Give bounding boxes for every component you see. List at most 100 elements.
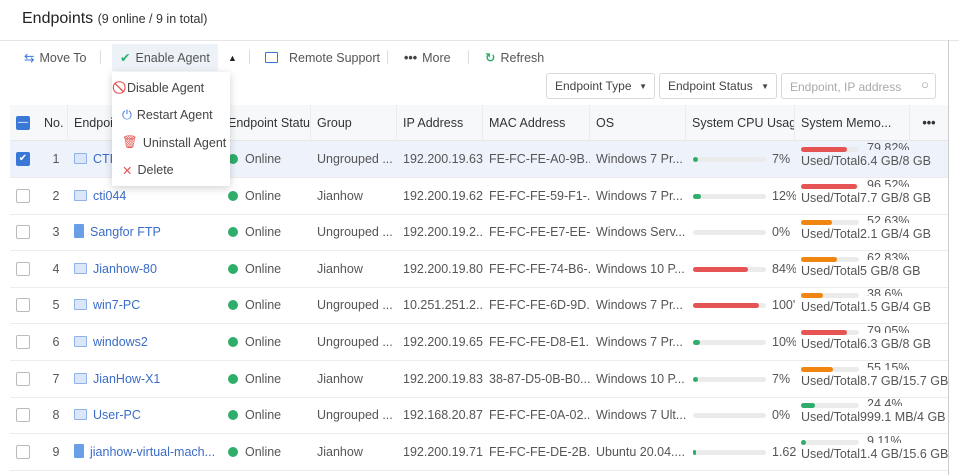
online-status-dot bbox=[228, 446, 238, 457]
row-checkbox[interactable] bbox=[16, 261, 30, 276]
cpu-usage-text: 1.62 bbox=[772, 444, 796, 459]
cpu-usage-fill bbox=[693, 449, 696, 455]
table-row[interactable]: 9 jianhow-virtual-mach... Online Jianhow… bbox=[10, 434, 948, 471]
memory-usage-bar bbox=[801, 220, 859, 226]
menu-label: Uninstall Agent bbox=[142, 135, 227, 150]
menu-label: Restart Agent bbox=[136, 108, 213, 123]
group-cell: Ungrouped ... bbox=[317, 298, 393, 313]
menu-item-restart-agent[interactable]: ⏻ Restart Agent bbox=[112, 102, 230, 130]
remote-support-button[interactable]: Remote Support bbox=[257, 44, 388, 71]
header-endpoint-status[interactable]: Endpoint Status bbox=[222, 105, 311, 141]
endpoint-name-link[interactable]: CTI- bbox=[93, 152, 118, 166]
divider bbox=[0, 40, 959, 41]
endpoint-name-link[interactable]: jianhow-virtual-mach... bbox=[90, 444, 216, 459]
cpu-usage-text: 7% bbox=[772, 371, 791, 386]
ip-cell: 192.200.19.62 bbox=[403, 188, 483, 203]
online-status-dot bbox=[228, 263, 238, 274]
endpoint-name-link[interactable]: Jianhow-80 bbox=[93, 261, 157, 276]
menu-item-uninstall-agent[interactable]: 🗑 Uninstall Agent bbox=[112, 129, 230, 157]
header-memory[interactable]: System Memo... bbox=[795, 105, 910, 141]
memory-usage-fill bbox=[801, 403, 816, 409]
monitor-icon bbox=[265, 52, 278, 63]
row-checkbox[interactable] bbox=[16, 444, 30, 459]
mac-cell: FE-FC-FE-A0-9B... bbox=[489, 152, 590, 166]
computer-icon bbox=[74, 336, 87, 347]
memory-usage-bar bbox=[801, 439, 859, 445]
refresh-icon: ↻ bbox=[485, 51, 496, 65]
memory-used-total: Used/Total6.3 GB/8 GB bbox=[801, 337, 931, 351]
endpoint-type-select[interactable]: Endpoint Type ▼ bbox=[546, 73, 655, 99]
memory-usage-fill bbox=[801, 366, 833, 372]
row-checkbox[interactable] bbox=[16, 335, 30, 349]
endpoint-status-label: Endpoint Status bbox=[668, 79, 753, 93]
endpoint-name-link[interactable]: User-PC bbox=[93, 408, 141, 423]
ip-cell: 10.251.251.2... bbox=[403, 298, 483, 313]
ip-cell: 192.200.19.65 bbox=[403, 335, 483, 349]
row-checkbox[interactable]: ✔ bbox=[16, 152, 30, 166]
table-row[interactable]: 2 cti044 Online Jianhow 192.200.19.62 FE… bbox=[10, 178, 948, 215]
cpu-usage-fill bbox=[693, 193, 701, 199]
row-checkbox[interactable] bbox=[16, 408, 30, 423]
header-mac-address[interactable]: MAC Address bbox=[483, 105, 590, 141]
row-checkbox[interactable] bbox=[16, 298, 30, 313]
table-row[interactable]: 7 JianHow-X1 Online Jianhow 192.200.19.8… bbox=[10, 361, 948, 398]
enable-agent-dropdown: ⃠Disable Agent ⏻ Restart Agent 🗑 Uninstall… bbox=[112, 72, 230, 186]
table-row[interactable]: 5 win7-PC Online Ungrouped ... 10.251.25… bbox=[10, 287, 948, 325]
cpu-usage-fill bbox=[693, 340, 700, 345]
cpu-usage-text: 0% bbox=[772, 408, 791, 423]
endpoint-status-select[interactable]: Endpoint Status ▼ bbox=[659, 73, 777, 99]
select-all-checkbox[interactable]: — bbox=[16, 116, 30, 130]
menu-item-disable-agent[interactable]: ⃠Disable Agent bbox=[112, 74, 230, 102]
header-ip-address[interactable]: IP Address bbox=[397, 105, 483, 141]
endpoint-cell: JianHow-X1 bbox=[68, 361, 222, 397]
search-input[interactable]: Endpoint, IP address ○ bbox=[781, 73, 936, 99]
row-number: 8 bbox=[52, 408, 60, 423]
status-text: Online bbox=[245, 188, 282, 203]
group-cell: Jianhow bbox=[317, 261, 363, 276]
status-cell: Online bbox=[222, 178, 311, 214]
endpoint-name-link[interactable]: win7-PC bbox=[93, 298, 141, 313]
endpoint-name-link[interactable]: windows2 bbox=[93, 335, 148, 349]
table-row[interactable]: 3 Sangfor FTP Online Ungrouped ... 192.2… bbox=[10, 214, 948, 252]
table-row[interactable]: 6 windows2 Online Ungrouped ... 192.200.… bbox=[10, 324, 948, 361]
status-cell: Online bbox=[222, 397, 311, 433]
title-text: Endpoints bbox=[22, 10, 94, 27]
row-checkbox[interactable] bbox=[16, 371, 30, 386]
separator bbox=[100, 50, 101, 64]
computer-icon bbox=[74, 262, 87, 274]
header-group[interactable]: Group bbox=[311, 105, 397, 141]
endpoint-name-link[interactable]: JianHow-X1 bbox=[93, 371, 161, 386]
page-title: Endpoints (9 online / 9 in total) bbox=[22, 10, 207, 28]
refresh-button[interactable]: ↻ Refresh bbox=[477, 44, 552, 71]
table-row[interactable]: 8 User-PC Online Ungrouped ... 192.168.2… bbox=[10, 397, 948, 435]
cpu-usage-text: 0% bbox=[772, 225, 791, 240]
memory-percent: 52.63% bbox=[867, 214, 910, 224]
more-label: More bbox=[422, 50, 451, 65]
cpu-usage-bar bbox=[693, 449, 766, 455]
table-row[interactable]: 4 Jianhow-80 Online Jianhow 192.200.19.8… bbox=[10, 251, 948, 288]
cpu-usage-fill bbox=[693, 157, 698, 162]
online-status-dot bbox=[228, 227, 238, 238]
header-os[interactable]: OS bbox=[590, 105, 686, 141]
column-settings-icon[interactable]: ••• bbox=[922, 116, 936, 130]
endpoint-name-link[interactable]: cti044 bbox=[93, 188, 127, 203]
cpu-usage-bar bbox=[693, 376, 766, 382]
scrollbar[interactable] bbox=[948, 40, 949, 475]
server-icon bbox=[74, 224, 84, 239]
row-number: 2 bbox=[52, 188, 60, 203]
memory-used-total: Used/Total2.1 GB/4 GB bbox=[801, 227, 931, 242]
row-checkbox[interactable] bbox=[16, 188, 30, 203]
row-number: 4 bbox=[52, 261, 60, 276]
cpu-usage-fill bbox=[693, 266, 749, 272]
enable-agent-button[interactable]: ✔ Enable Agent bbox=[112, 44, 218, 71]
move-to-button[interactable]: ⇆ Move To bbox=[16, 44, 95, 71]
more-button[interactable]: ••• More bbox=[396, 44, 459, 71]
os-cell: Windows 10 P... bbox=[596, 371, 685, 386]
group-cell: Ungrouped ... bbox=[317, 408, 393, 423]
header-cpu-usage[interactable]: System CPU Usage bbox=[686, 105, 795, 141]
menu-item-delete[interactable]: ✕ Delete bbox=[112, 157, 230, 185]
status-cell: Online bbox=[222, 434, 311, 470]
row-checkbox[interactable] bbox=[16, 225, 30, 240]
caret-up-icon[interactable]: ▲ bbox=[228, 52, 237, 63]
endpoint-name-link[interactable]: Sangfor FTP bbox=[90, 225, 161, 240]
